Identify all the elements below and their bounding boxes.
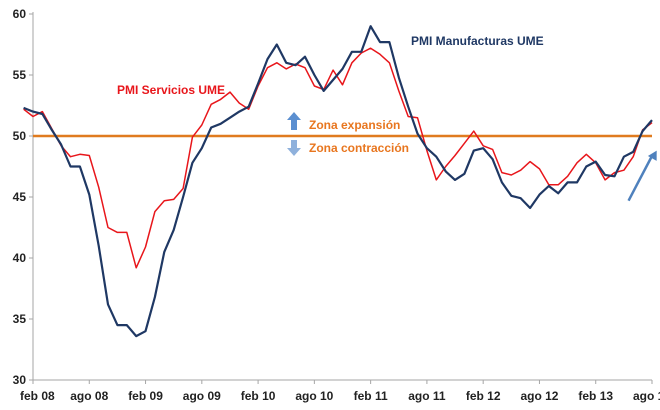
- x-tick-label: feb 10: [241, 389, 276, 403]
- y-tick-label: 55: [13, 68, 27, 82]
- series-layer: [23, 25, 653, 338]
- y-tick-label: 40: [13, 251, 27, 265]
- x-tick-label: feb 13: [578, 389, 613, 403]
- y-tick-label: 35: [13, 312, 27, 326]
- x-tick-label: ago 11: [408, 389, 446, 403]
- y-tick-label: 45: [13, 190, 27, 204]
- x-tick-label: ago 13: [633, 389, 660, 403]
- x-tick-label: feb 11: [354, 389, 388, 403]
- trend-arrow-icon: [647, 150, 657, 161]
- y-tick-label: 30: [13, 373, 27, 387]
- expansion-up-arrow-icon: [287, 112, 301, 130]
- trend-arrow-shaft: [627, 154, 654, 202]
- y-tick-label: 50: [13, 129, 27, 143]
- x-tick-label: ago 09: [183, 389, 221, 403]
- zona-expansion-label: Zona expansión: [309, 118, 400, 132]
- x-tick-label: feb 08: [20, 389, 55, 403]
- series-line-servicios: [23, 47, 653, 269]
- series-line-manufacturas: [23, 25, 653, 338]
- annotation-layer: PMI Manufacturas UME PMI Servicios UME Z…: [117, 34, 657, 202]
- x-tick-label: feb 09: [128, 389, 163, 403]
- manufacturas-series-label: PMI Manufacturas UME: [411, 34, 544, 48]
- x-tick-label: ago 12: [520, 389, 558, 403]
- x-tick-label: ago 10: [295, 389, 333, 403]
- zona-contraccion-label: Zona contracción: [309, 141, 409, 155]
- y-axis-ticks: 30 35 40 45 50 55 60: [13, 7, 33, 387]
- y-tick-label: 60: [13, 7, 27, 21]
- contraccion-down-arrow-icon: [287, 140, 301, 156]
- servicios-series-label: PMI Servicios UME: [117, 83, 225, 97]
- x-tick-label: ago 08: [70, 389, 108, 403]
- x-tick-label: feb 12: [466, 389, 501, 403]
- x-axis-ticks: feb 08 ago 08 feb 09 ago 09 feb 10 ago 10 feb …: [20, 380, 660, 403]
